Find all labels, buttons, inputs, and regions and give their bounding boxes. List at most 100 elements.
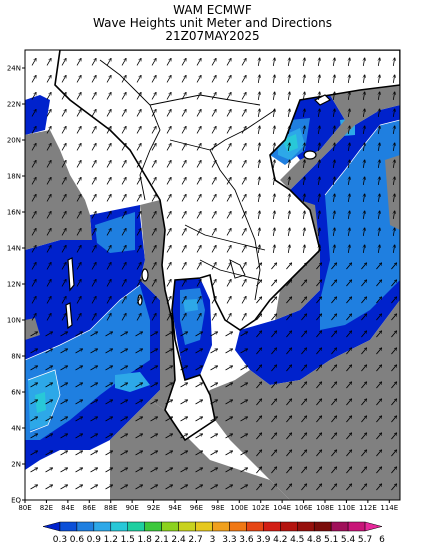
direction-arrow — [60, 400, 68, 405]
direction-arrow — [181, 178, 186, 185]
direction-arrow — [361, 297, 366, 304]
direction-arrow — [271, 467, 276, 474]
colorbar-label: 5.4 — [341, 535, 356, 545]
direction-arrow — [346, 348, 351, 355]
direction-arrow — [258, 211, 259, 220]
direction-arrow — [376, 348, 381, 355]
direction-arrow — [150, 366, 158, 371]
direction-arrow — [288, 160, 289, 169]
direction-arrow — [31, 263, 36, 270]
direction-arrow — [316, 399, 321, 406]
direction-arrow — [346, 399, 351, 406]
direction-arrow — [30, 468, 38, 473]
direction-arrow — [376, 416, 381, 423]
direction-arrow — [120, 400, 128, 405]
direction-arrow — [135, 383, 143, 388]
direction-arrow — [318, 245, 319, 254]
direction-arrow — [376, 433, 381, 440]
direction-arrow — [333, 228, 334, 237]
direction-arrow — [226, 280, 231, 287]
direction-arrow — [165, 485, 173, 490]
direction-arrow — [240, 349, 248, 354]
direction-arrow — [31, 178, 36, 185]
direction-arrow — [121, 76, 126, 83]
lat-tick-label: 14N — [7, 245, 21, 253]
islands — [65, 94, 332, 330]
direction-arrow — [120, 332, 128, 337]
direction-arrow — [61, 246, 66, 253]
direction-arrow — [391, 399, 396, 406]
direction-arrow — [318, 143, 319, 152]
direction-arrow — [331, 467, 336, 474]
direction-arrow — [76, 280, 81, 287]
lon-tick-label: 94E — [168, 504, 181, 512]
direction-arrow — [61, 314, 66, 321]
direction-arrow — [166, 280, 171, 287]
direction-arrow — [273, 143, 274, 152]
direction-arrow — [271, 450, 276, 457]
colorbar-label: 3.9 — [256, 535, 271, 545]
direction-arrow — [211, 76, 216, 83]
direction-arrow — [181, 161, 186, 168]
direction-arrow — [150, 383, 158, 388]
direction-arrow — [378, 228, 379, 237]
direction-arrow — [60, 468, 68, 473]
direction-arrow — [256, 467, 261, 474]
direction-arrow — [288, 58, 289, 67]
direction-arrow — [301, 467, 306, 474]
direction-arrow — [196, 263, 201, 270]
direction-arrow — [121, 195, 126, 202]
direction-arrow — [46, 161, 51, 168]
direction-arrow — [318, 194, 319, 203]
direction-arrow — [361, 331, 366, 338]
direction-arrow — [91, 161, 96, 168]
direction-arrow — [225, 332, 233, 337]
colorbar-label: 4.5 — [290, 535, 304, 545]
direction-arrow — [75, 366, 83, 371]
direction-arrow — [135, 434, 143, 439]
direction-arrow — [273, 58, 274, 67]
direction-arrow — [348, 75, 349, 84]
direction-arrow — [120, 383, 128, 388]
direction-arrow — [393, 143, 394, 152]
direction-arrow — [60, 434, 68, 439]
direction-arrow — [258, 143, 259, 152]
direction-arrow — [376, 467, 381, 474]
direction-arrow — [241, 246, 246, 253]
direction-arrow — [226, 59, 231, 66]
direction-arrow — [136, 280, 141, 287]
direction-arrow — [391, 348, 396, 355]
direction-arrow — [271, 382, 276, 389]
direction-arrow — [166, 297, 171, 304]
direction-arrow — [106, 229, 111, 236]
direction-arrow — [240, 400, 248, 405]
direction-arrow — [196, 229, 201, 236]
direction-arrow — [105, 434, 113, 439]
direction-arrow — [288, 194, 289, 203]
direction-arrow — [393, 211, 394, 220]
direction-arrow — [196, 161, 201, 168]
colorbar-label: 5.1 — [324, 535, 338, 545]
direction-arrow — [61, 76, 66, 83]
direction-arrow — [121, 229, 126, 236]
direction-arrow — [166, 246, 171, 253]
colorbar-swatch — [76, 521, 95, 532]
direction-arrow — [226, 76, 231, 83]
direction-arrow — [30, 332, 38, 337]
direction-arrow — [226, 127, 231, 134]
direction-arrow — [211, 93, 216, 100]
direction-arrow — [378, 143, 379, 152]
direction-arrow — [196, 76, 201, 83]
direction-arrow — [61, 280, 66, 287]
direction-arrow — [211, 280, 216, 287]
direction-arrow — [106, 93, 111, 100]
direction-arrow — [91, 76, 96, 83]
direction-arrow — [61, 212, 66, 219]
direction-arrow — [60, 349, 68, 354]
direction-arrow — [376, 450, 381, 457]
direction-arrow — [346, 467, 351, 474]
direction-arrow — [331, 280, 336, 287]
direction-arrow — [226, 195, 231, 202]
direction-arrow — [195, 468, 203, 473]
direction-arrow — [331, 450, 336, 457]
